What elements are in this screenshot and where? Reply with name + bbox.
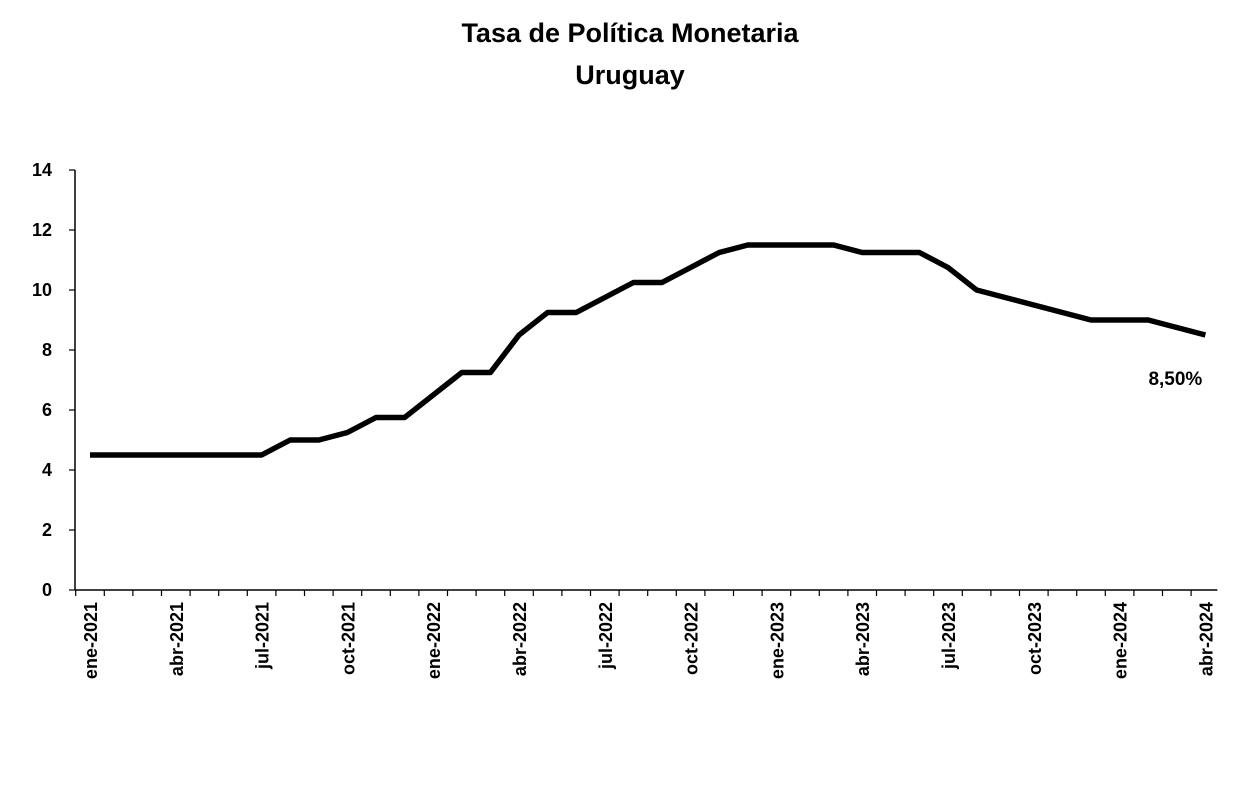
x-tick-label: abr-2022 — [510, 602, 530, 676]
x-tick-label: abr-2021 — [167, 602, 187, 676]
series-line — [90, 242, 1207, 458]
x-tick-label: oct-2023 — [1025, 602, 1045, 675]
x-tick-label: ene-2023 — [767, 602, 787, 679]
x-tick-label: ene-2024 — [1111, 602, 1131, 679]
x-tick-label: abr-2024 — [1196, 602, 1216, 676]
y-tick-label: 10 — [32, 280, 52, 300]
y-tick-label: 6 — [42, 400, 52, 420]
x-tick-label: jul-2023 — [939, 602, 959, 670]
y-tick-label: 4 — [42, 460, 52, 480]
x-tick-label: ene-2022 — [424, 602, 444, 679]
y-tick-label: 8 — [42, 340, 52, 360]
x-tick-label: oct-2021 — [338, 602, 358, 675]
x-tick-label: oct-2022 — [682, 602, 702, 675]
y-tick-label: 14 — [32, 160, 52, 180]
chart-subtitle: Uruguay — [575, 60, 685, 90]
chart-title: Tasa de Política Monetaria — [461, 18, 799, 48]
y-tick-label: 0 — [42, 580, 52, 600]
y-tick-label: 12 — [32, 220, 52, 240]
y-tick-label: 2 — [42, 520, 52, 540]
x-tick-label: jul-2021 — [253, 602, 273, 670]
x-tick-label: ene-2021 — [81, 602, 101, 679]
x-tick-label: abr-2023 — [853, 602, 873, 676]
data-label: 8,50% — [1148, 369, 1202, 390]
x-tick-label: jul-2022 — [596, 602, 616, 670]
